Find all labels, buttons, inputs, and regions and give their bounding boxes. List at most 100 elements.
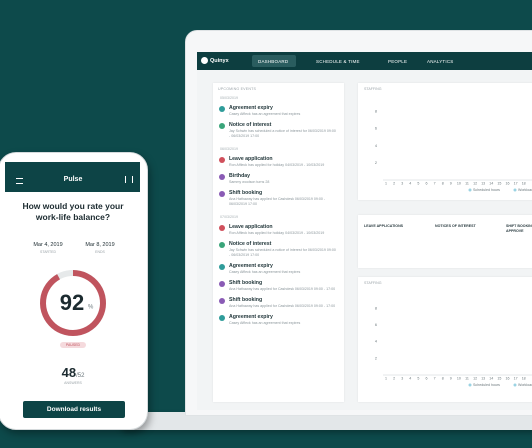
filter-icon[interactable] bbox=[125, 176, 133, 183]
event-text: Ana Hathaway has applied for Cashdesk 06… bbox=[229, 287, 336, 291]
x-tick-label: 11 bbox=[465, 376, 469, 380]
event-date: 06/03/2019 bbox=[220, 147, 238, 151]
event: Shift booking Ana Hathaway has applied fo… bbox=[213, 295, 344, 312]
x-tick-label: 10 bbox=[457, 181, 461, 185]
approvals-panel bbox=[358, 215, 532, 268]
event-body: Agreement expiry Casey Affleck has an agr… bbox=[229, 105, 337, 117]
x-tick-label: 2 bbox=[393, 376, 395, 380]
x-tick-label: 9 bbox=[450, 376, 452, 380]
x-tick-label: 2 bbox=[393, 181, 395, 185]
chart-title: STAFFING bbox=[364, 87, 382, 91]
score: 92 bbox=[60, 290, 84, 315]
phone-header bbox=[5, 162, 140, 192]
event-body: Shift booking Ana Hathaway has applied fo… bbox=[229, 280, 337, 292]
x-tick-label: 12 bbox=[473, 376, 477, 380]
logo: Quinyx bbox=[210, 58, 229, 64]
event: Notice of interest Jay Schwin has schedul… bbox=[213, 120, 344, 142]
y-tick-label: 6 bbox=[375, 127, 377, 131]
panel-title: UPCOMING EVENTS bbox=[218, 87, 257, 91]
x-tick-label: 1 bbox=[385, 181, 387, 185]
event-title: Shift booking bbox=[229, 280, 263, 286]
nav-item[interactable]: ANALYTICS bbox=[427, 59, 454, 64]
y-tick-label: 8 bbox=[375, 306, 377, 310]
download-button[interactable]: Download results bbox=[23, 401, 125, 418]
event-icon bbox=[219, 157, 225, 163]
answers-label: ANSWERS bbox=[64, 381, 82, 385]
x-tick-label: 4 bbox=[409, 181, 411, 185]
event-body: Shift booking Ana Hathaway has applied fo… bbox=[229, 297, 337, 309]
event-title: Notice of interest bbox=[229, 241, 272, 247]
start-label: STARTED bbox=[39, 250, 56, 254]
event-icon bbox=[219, 315, 225, 321]
event: Leave application Ron Affleck has applied… bbox=[213, 154, 344, 171]
legend-swatch bbox=[468, 188, 472, 192]
event-title: Agreement expiry bbox=[229, 314, 273, 320]
column-header: LEAVE APPLICATIONS bbox=[364, 224, 404, 228]
menu-icon[interactable] bbox=[16, 178, 23, 184]
event: Birthday Sammy woolson turns 28 bbox=[213, 171, 344, 188]
answers-total: /52 bbox=[76, 373, 85, 379]
x-tick-label: 17 bbox=[514, 376, 518, 380]
event-icon bbox=[219, 264, 225, 270]
nav-active[interactable] bbox=[252, 55, 296, 67]
phone-title: Pulse bbox=[63, 176, 83, 183]
event-body: Birthday Sammy woolson turns 28 bbox=[229, 173, 337, 185]
event-icon bbox=[219, 298, 225, 304]
x-tick-label: 18 bbox=[522, 181, 526, 185]
event-title: Shift booking bbox=[229, 190, 263, 196]
y-tick-label: 4 bbox=[375, 340, 377, 344]
event-title: Birthday bbox=[229, 173, 251, 179]
event-icon bbox=[219, 191, 225, 197]
y-tick-label: 8 bbox=[375, 110, 377, 114]
legend-swatch bbox=[513, 188, 517, 192]
chart-title: STAFFING bbox=[364, 281, 382, 285]
event-icon bbox=[219, 225, 225, 231]
event-text: Jay Schwin has scheduled a notice of int… bbox=[229, 129, 336, 138]
logo-mark bbox=[201, 57, 208, 64]
event-date: 05/03/2019 bbox=[220, 96, 238, 100]
x-tick-label: 17 bbox=[514, 181, 518, 185]
nav-item[interactable]: PEOPLE bbox=[388, 59, 408, 64]
legend-label: Workload bbox=[518, 188, 532, 192]
x-tick-label: 9 bbox=[450, 181, 452, 185]
x-tick-label: 16 bbox=[506, 376, 510, 380]
legend-label: Workload bbox=[518, 383, 532, 387]
x-tick-label: 10 bbox=[457, 376, 461, 380]
legend-swatch bbox=[468, 383, 472, 387]
staffing-panel bbox=[358, 277, 532, 402]
gauge-arc bbox=[40, 270, 106, 336]
x-tick-label: 7 bbox=[434, 181, 436, 185]
x-tick-label: 3 bbox=[401, 181, 403, 185]
event-body: Notice of interest Jay Schwin has schedul… bbox=[229, 241, 337, 258]
score-unit: % bbox=[88, 305, 94, 311]
event: Leave application Ron Affleck has applied… bbox=[213, 222, 344, 239]
event-date: 07/03/2019 bbox=[220, 215, 238, 219]
event-title: Leave application bbox=[229, 156, 273, 162]
event-icon bbox=[219, 174, 225, 180]
event-text: Casey Affleck has an agreement that expi… bbox=[229, 270, 301, 274]
event: Shift booking Ana Hathaway has applied fo… bbox=[213, 188, 344, 210]
legend-swatch bbox=[513, 383, 517, 387]
x-tick-label: 14 bbox=[489, 181, 493, 185]
event-text: Sammy woolson turns 28 bbox=[229, 180, 270, 184]
x-tick-label: 14 bbox=[489, 376, 493, 380]
x-tick-label: 15 bbox=[497, 376, 501, 380]
x-tick-label: 15 bbox=[497, 181, 501, 185]
event-text: Casey Affleck has an agreement that expi… bbox=[229, 321, 301, 325]
y-tick-label: 2 bbox=[375, 356, 377, 360]
event-text: Casey Affleck has an agreement that expi… bbox=[229, 112, 301, 116]
legend-label: Scheduled hours bbox=[473, 383, 500, 387]
y-tick-label: 2 bbox=[375, 161, 377, 165]
event-body: Shift booking Ana Hathaway has applied fo… bbox=[229, 190, 337, 207]
start-date: Mar 4, 2019 bbox=[33, 242, 63, 248]
x-tick-label: 7 bbox=[434, 376, 436, 380]
event: Agreement expiry Casey Affleck has an agr… bbox=[213, 312, 344, 329]
nav-item[interactable]: DASHBOARD bbox=[258, 59, 289, 64]
event-title: Notice of interest bbox=[229, 122, 272, 128]
nav-item[interactable]: SCHEDULE & TIME bbox=[316, 59, 360, 64]
x-tick-label: 6 bbox=[426, 376, 428, 380]
event-icon bbox=[219, 242, 225, 248]
event-title: Agreement expiry bbox=[229, 105, 273, 111]
event-icon bbox=[219, 123, 225, 129]
